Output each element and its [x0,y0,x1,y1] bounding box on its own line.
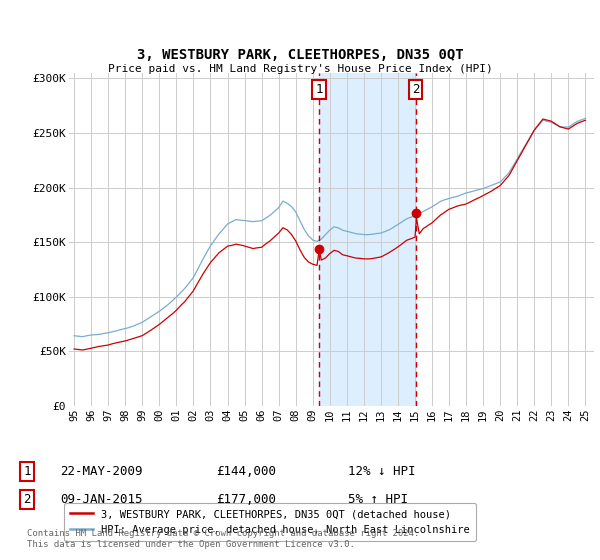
Text: 2: 2 [412,83,419,96]
Legend: 3, WESTBURY PARK, CLEETHORPES, DN35 0QT (detached house), HPI: Average price, de: 3, WESTBURY PARK, CLEETHORPES, DN35 0QT … [64,503,476,541]
Text: 22-MAY-2009: 22-MAY-2009 [60,465,143,478]
Text: 5% ↑ HPI: 5% ↑ HPI [348,493,408,506]
Text: 3, WESTBURY PARK, CLEETHORPES, DN35 0QT: 3, WESTBURY PARK, CLEETHORPES, DN35 0QT [137,48,463,62]
Text: 1: 1 [316,83,323,96]
Text: 2: 2 [23,493,31,506]
Text: 12% ↓ HPI: 12% ↓ HPI [348,465,415,478]
Text: 09-JAN-2015: 09-JAN-2015 [60,493,143,506]
Text: 1: 1 [23,465,31,478]
Text: £144,000: £144,000 [216,465,276,478]
Text: £177,000: £177,000 [216,493,276,506]
Bar [319,73,416,406]
Text: Contains HM Land Registry data © Crown copyright and database right 2024.
This d: Contains HM Land Registry data © Crown c… [27,529,419,549]
Text: Price paid vs. HM Land Registry's House Price Index (HPI): Price paid vs. HM Land Registry's House … [107,64,493,74]
